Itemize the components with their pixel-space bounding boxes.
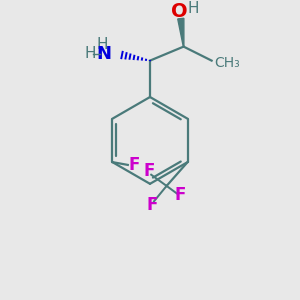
Text: F: F xyxy=(146,196,158,214)
Text: F: F xyxy=(128,156,140,174)
Text: N: N xyxy=(96,45,111,63)
Text: O: O xyxy=(171,2,188,21)
Text: H: H xyxy=(84,46,95,61)
Polygon shape xyxy=(178,18,184,46)
Text: H: H xyxy=(97,37,108,52)
Text: CH₃: CH₃ xyxy=(214,56,240,70)
Text: F: F xyxy=(143,162,155,180)
Text: F: F xyxy=(175,186,186,204)
Text: H: H xyxy=(188,1,199,16)
